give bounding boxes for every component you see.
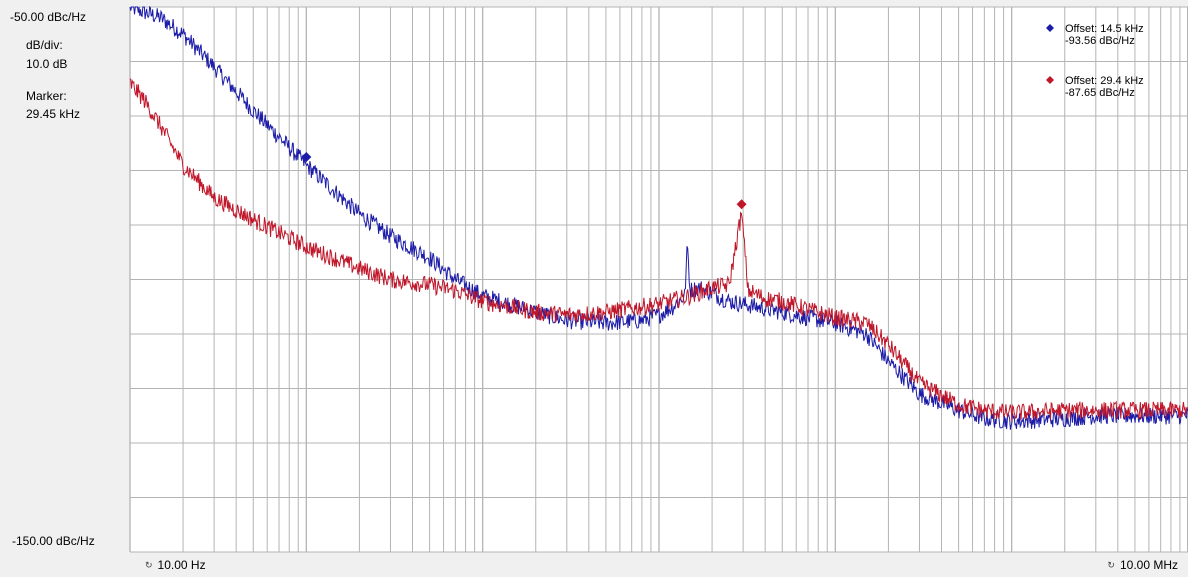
trace-line-1	[129, 5, 1188, 430]
marker-level-label: -93.56 dBc/Hz	[1065, 35, 1135, 47]
db-per-div-label: dB/div:	[26, 38, 63, 52]
plot-grid	[129, 6, 1188, 553]
reset-circle-icon[interactable]: ↻	[145, 559, 153, 570]
top-reference-label[interactable]: -50.00 dBc/Hz	[10, 10, 87, 24]
x-axis-start-label: 10.00 Hz	[157, 558, 206, 572]
marker-point-diamond-icon	[301, 152, 312, 163]
marker-point-diamond-icon	[736, 199, 747, 210]
reset-circle-icon[interactable]: ↻	[1107, 559, 1115, 570]
x-axis-end-label: 10.00 MHz	[1119, 558, 1178, 572]
db-per-div-value[interactable]: 10.0 dB	[26, 57, 68, 71]
marker-legend: Offset: 14.5 kHz-93.56 dBc/Hz Offset: 29.…	[1046, 23, 1144, 99]
trace-line-2	[129, 78, 1188, 422]
marker-offset-label: Offset: 29.4 kHz	[1065, 75, 1144, 87]
x-axis-start[interactable]: ↻ 10.00 Hz	[145, 558, 206, 572]
bottom-reference-label[interactable]: -150.00 dBc/Hz	[12, 534, 95, 548]
marker-value[interactable]: 29.45 kHz	[26, 107, 81, 121]
left-panel: -50.00 dBc/Hz dB/div: 10.0 dB Marker: 29…	[0, 0, 130, 577]
legend-diamond-icon	[1046, 24, 1054, 32]
traces	[129, 5, 1188, 430]
x-axis-end[interactable]: ↻ 10.00 MHz	[1107, 558, 1178, 572]
marker-offset-label: Offset: 14.5 kHz	[1065, 23, 1144, 35]
legend-diamond-icon	[1046, 76, 1054, 84]
marker-label: Marker:	[26, 89, 67, 103]
marker-level-label: -87.65 dBc/Hz	[1065, 87, 1135, 99]
marker-points[interactable]	[301, 152, 747, 210]
